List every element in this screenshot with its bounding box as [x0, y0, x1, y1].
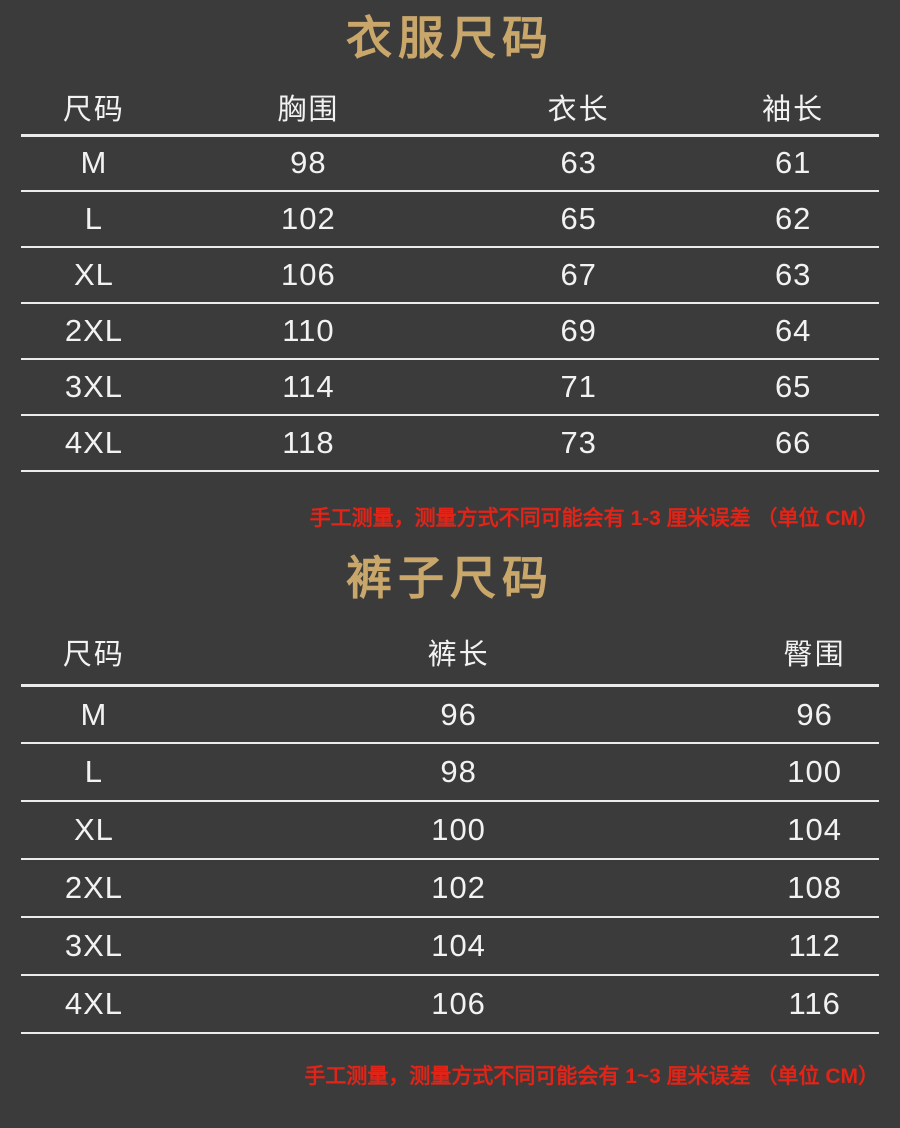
value-cell: 98 [440, 754, 477, 790]
column-header-sleeve: 袖长 [762, 93, 825, 126]
value-cell: 102 [281, 201, 336, 236]
value-cell: 63 [774, 257, 812, 292]
pants-section-title: 裤子尺码 [346, 552, 554, 605]
size-cell: L [84, 754, 104, 790]
value-cell: 100 [787, 754, 843, 790]
column-header-pants-length: 裤长 [427, 638, 490, 671]
clothing-size-section: 衣服尺码 尺码 胸围 衣长 袖长 M 98 63 [0, 0, 900, 532]
size-cell: M [80, 145, 108, 181]
column-header-length: 衣长 [547, 93, 610, 126]
table-row: 4XL 106 116 [21, 975, 879, 1034]
column-header-chest: 胸围 [277, 93, 340, 126]
value-cell: 108 [787, 870, 843, 906]
size-cell: 2XL [64, 870, 124, 906]
clothing-section-title: 衣服尺码 [346, 12, 554, 64]
value-cell: 63 [560, 145, 597, 181]
column-header-size: 尺码 [62, 93, 125, 126]
column-header-size: 尺码 [62, 638, 125, 671]
table-row: 4XL 118 73 66 [21, 415, 879, 471]
pants-size-section: 裤子尺码 尺码 裤长 臀围 M 96 96 [0, 532, 900, 1090]
value-cell: 73 [560, 425, 597, 460]
table-row: M 98 63 61 [21, 135, 879, 191]
value-cell: 102 [431, 870, 486, 906]
table-row: L 98 100 [21, 743, 879, 802]
table-row: XL 106 67 63 [21, 247, 879, 303]
value-cell: 64 [774, 313, 812, 348]
table-row: XL 100 104 [21, 801, 879, 860]
value-cell: 61 [774, 145, 812, 181]
measurement-note: 手工测量，测量方式不同可能会有 1~3 厘米误差 （单位 CM） [304, 1065, 879, 1089]
value-cell: 106 [431, 986, 486, 1022]
size-cell: 4XL [64, 986, 124, 1022]
column-header-hip: 臀围 [783, 638, 846, 671]
pants-header-row: 尺码 裤长 臀围 [21, 620, 879, 686]
size-cell: XL [73, 257, 114, 292]
table-row: L 102 65 62 [21, 191, 879, 247]
value-cell: 66 [774, 425, 812, 460]
table-row: 3XL 104 112 [21, 917, 879, 976]
table-row: 2XL 110 69 64 [21, 303, 879, 359]
pants-size-table: 尺码 裤长 臀围 M 96 96 L 98 100 XL 100 [21, 620, 879, 1035]
value-cell: 100 [431, 812, 486, 848]
value-cell: 112 [788, 928, 841, 964]
clothing-size-table: 尺码 胸围 衣长 袖长 M 98 63 61 L 102 65 62 [21, 80, 879, 473]
size-cell: 3XL [64, 928, 124, 964]
table-row: 2XL 102 108 [21, 859, 879, 918]
value-cell: 104 [787, 812, 843, 848]
value-cell: 110 [282, 313, 335, 348]
clothing-header-row: 尺码 胸围 衣长 袖长 [21, 80, 879, 135]
size-cell: L [84, 201, 104, 236]
size-cell: 4XL [64, 425, 124, 460]
value-cell: 67 [560, 257, 597, 292]
measurement-note: 手工测量，测量方式不同可能会有 1-3 厘米误差 （单位 CM） [309, 507, 879, 530]
size-cell: 2XL [64, 313, 124, 348]
value-cell: 104 [431, 928, 486, 964]
value-cell: 71 [560, 369, 597, 404]
value-cell: 62 [774, 201, 812, 236]
value-cell: 116 [788, 986, 841, 1022]
value-cell: 69 [560, 313, 597, 348]
table-row: M 96 96 [21, 685, 879, 744]
value-cell: 65 [774, 369, 812, 404]
value-cell: 98 [290, 145, 327, 181]
size-cell: 3XL [64, 369, 124, 404]
value-cell: 96 [440, 696, 477, 732]
value-cell: 118 [282, 425, 335, 460]
value-cell: 65 [560, 201, 597, 236]
size-cell: M [80, 696, 108, 732]
table-row: 3XL 114 71 65 [21, 359, 879, 415]
value-cell: 96 [796, 696, 833, 732]
value-cell: 106 [281, 257, 336, 292]
value-cell: 114 [282, 369, 335, 404]
size-cell: XL [73, 812, 114, 848]
